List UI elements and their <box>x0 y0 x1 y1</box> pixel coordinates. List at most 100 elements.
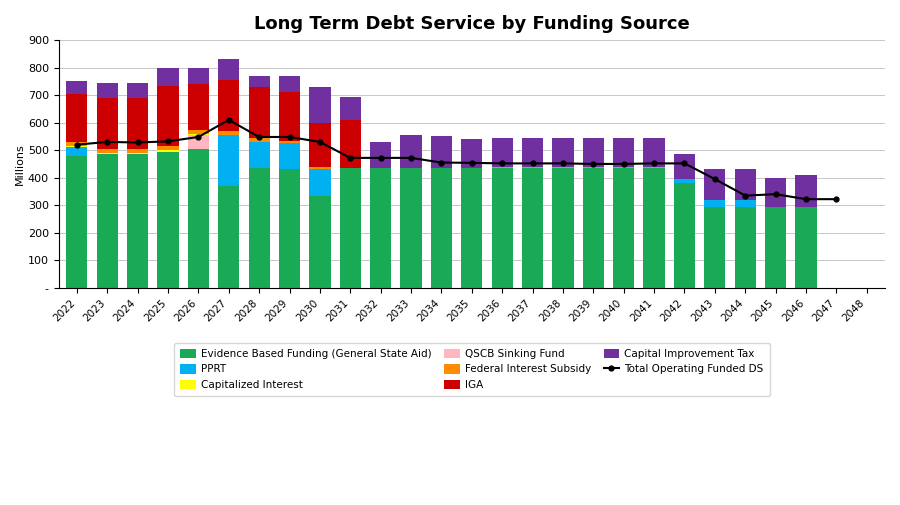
Total Operating Funded DS <box>740 192 751 198</box>
Total Operating Funded DS <box>831 196 842 202</box>
Bar <box>734 170 756 199</box>
Bar <box>127 149 148 153</box>
Total Operating Funded DS <box>163 138 174 144</box>
Bar <box>553 167 573 168</box>
Total Operating Funded DS <box>345 155 356 161</box>
Bar <box>796 207 816 288</box>
Total Operating Funded DS <box>497 161 508 167</box>
Total Operating Funded DS <box>588 161 598 167</box>
Bar <box>218 80 239 131</box>
Bar <box>339 168 361 288</box>
Bar <box>188 135 209 149</box>
Bar <box>644 168 665 288</box>
Total Operating Funded DS <box>770 191 781 197</box>
Bar <box>248 76 270 87</box>
Total Operating Funded DS <box>558 161 569 167</box>
Bar <box>491 168 513 288</box>
Total Operating Funded DS <box>314 139 325 145</box>
Bar <box>674 155 695 179</box>
Bar <box>188 134 209 135</box>
Bar <box>96 149 118 153</box>
Bar <box>704 170 725 199</box>
Bar <box>553 138 573 167</box>
Bar <box>279 76 301 92</box>
Line: Total Operating Funded DS: Total Operating Funded DS <box>75 118 839 201</box>
Bar <box>644 167 665 168</box>
Bar <box>644 138 665 167</box>
Bar <box>127 153 148 155</box>
Bar <box>370 142 392 168</box>
Total Operating Funded DS <box>466 160 477 166</box>
Total Operating Funded DS <box>801 196 812 202</box>
Bar <box>158 85 178 146</box>
Total Operating Funded DS <box>132 139 143 145</box>
Total Operating Funded DS <box>436 160 446 166</box>
Bar <box>67 146 87 147</box>
Bar <box>582 167 604 168</box>
Bar <box>613 168 634 288</box>
Bar <box>734 199 756 207</box>
Bar <box>158 146 178 150</box>
Bar <box>310 167 330 170</box>
Total Operating Funded DS <box>406 155 417 161</box>
Bar <box>127 98 148 149</box>
Bar <box>522 138 544 167</box>
Bar <box>158 68 178 85</box>
Bar <box>218 60 239 80</box>
Bar <box>704 207 725 288</box>
Total Operating Funded DS <box>680 161 690 167</box>
Bar <box>491 138 513 167</box>
Total Operating Funded DS <box>618 161 629 167</box>
Bar <box>279 143 301 170</box>
Legend: Evidence Based Funding (General State Aid), PPRT, Capitalized Interest, QSCB Sin: Evidence Based Funding (General State Ai… <box>174 342 770 396</box>
Bar <box>461 168 482 288</box>
Bar <box>553 168 573 288</box>
Bar <box>400 168 422 288</box>
Total Operating Funded DS <box>375 155 386 161</box>
Bar <box>67 142 87 146</box>
Bar <box>218 131 239 135</box>
Bar <box>248 87 270 138</box>
Bar <box>796 175 816 207</box>
Bar <box>582 168 604 288</box>
Bar <box>218 135 239 186</box>
Bar <box>310 195 330 288</box>
Bar <box>431 136 452 168</box>
Total Operating Funded DS <box>284 134 295 140</box>
Total Operating Funded DS <box>71 141 82 147</box>
Bar <box>522 168 544 288</box>
Bar <box>248 168 270 288</box>
Bar <box>310 123 330 167</box>
Total Operating Funded DS <box>102 139 112 145</box>
Bar <box>67 147 87 156</box>
Bar <box>158 152 178 288</box>
Bar <box>127 155 148 288</box>
Total Operating Funded DS <box>709 176 720 182</box>
Bar <box>613 138 634 167</box>
Bar <box>765 178 787 207</box>
Total Operating Funded DS <box>254 134 265 140</box>
Bar <box>522 167 544 168</box>
Bar <box>461 139 482 168</box>
Y-axis label: Millions: Millions <box>15 143 25 185</box>
Bar <box>674 183 695 288</box>
Total Operating Funded DS <box>649 161 660 167</box>
Bar <box>310 87 330 123</box>
Bar <box>370 168 392 288</box>
Bar <box>188 130 209 134</box>
Bar <box>67 156 87 288</box>
Bar <box>248 138 270 142</box>
Bar <box>188 149 209 288</box>
Bar <box>491 167 513 168</box>
Bar <box>67 94 87 142</box>
Total Operating Funded DS <box>223 117 234 123</box>
Bar <box>158 150 178 152</box>
Bar <box>765 207 787 288</box>
Bar <box>127 83 148 98</box>
Total Operating Funded DS <box>193 134 203 140</box>
Bar <box>67 81 87 94</box>
Bar <box>339 120 361 168</box>
Bar <box>218 186 239 288</box>
Bar <box>248 142 270 168</box>
Bar <box>431 168 452 288</box>
